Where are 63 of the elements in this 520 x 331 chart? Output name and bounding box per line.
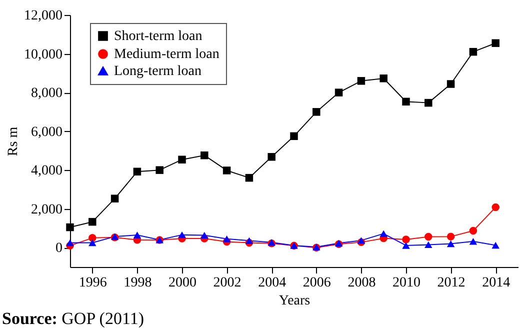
point: [402, 236, 410, 244]
point: [492, 242, 500, 249]
x-tick-label: 2006: [302, 276, 331, 290]
point: [424, 232, 432, 241]
source-note: Source: GOP (2011): [2, 309, 145, 329]
x-tick-label: 2012: [437, 276, 466, 290]
point: [446, 232, 455, 240]
x-axis-title: Years: [278, 294, 310, 308]
legend-label: Short-term loan: [114, 29, 202, 44]
x-tick-label: 2004: [258, 276, 286, 290]
point: [424, 98, 432, 107]
y-tick-label: 8,000: [31, 86, 62, 102]
point: [402, 242, 410, 249]
point: [268, 153, 276, 161]
point: [424, 241, 432, 248]
point: [492, 39, 500, 47]
point: [290, 132, 298, 140]
point: [245, 174, 254, 182]
y-tick-label: 6,000: [31, 124, 62, 140]
point: [469, 48, 478, 56]
x-tick-label: 2008: [348, 276, 376, 290]
point: [222, 236, 231, 242]
point: [110, 194, 119, 202]
point: [133, 168, 142, 176]
y-tick-label: 10,000: [24, 47, 62, 62]
point: [178, 231, 186, 238]
point: [245, 237, 254, 244]
y-tick-label: 12,000: [24, 8, 62, 24]
point: [222, 166, 231, 174]
point: [133, 232, 142, 238]
point: [156, 166, 164, 174]
point: [357, 237, 366, 244]
x-tick-label: 2010: [392, 276, 420, 290]
point: [312, 108, 320, 116]
point: [446, 80, 455, 88]
y-tick-label: 2,000: [31, 202, 62, 218]
point: [357, 77, 366, 85]
point: [178, 156, 186, 164]
y-axis-title: Rs m: [6, 126, 21, 156]
x-tick-label: 2014: [482, 276, 510, 290]
x-tick-label: 2000: [168, 276, 196, 290]
point: [469, 238, 478, 245]
point: [446, 240, 455, 248]
legend-label: Long-term loan: [114, 64, 202, 79]
point: [88, 234, 96, 242]
legend-label: Medium-term loan: [114, 47, 220, 62]
x-tick-label: 1996: [78, 276, 107, 290]
point: [88, 239, 96, 246]
point: [380, 74, 388, 82]
x-tick-label: 1998: [124, 276, 152, 290]
point: [469, 226, 478, 235]
point: [66, 239, 74, 246]
point: [88, 218, 96, 226]
point: [200, 232, 208, 239]
point: [380, 230, 388, 238]
y-tick-label: 4,000: [31, 164, 62, 179]
point: [200, 151, 208, 160]
y-tick-label: 0: [56, 241, 62, 256]
point: [334, 88, 343, 96]
point: [66, 223, 74, 232]
x-tick-label: 2002: [213, 276, 242, 290]
point: [402, 98, 410, 106]
point: [492, 203, 500, 212]
